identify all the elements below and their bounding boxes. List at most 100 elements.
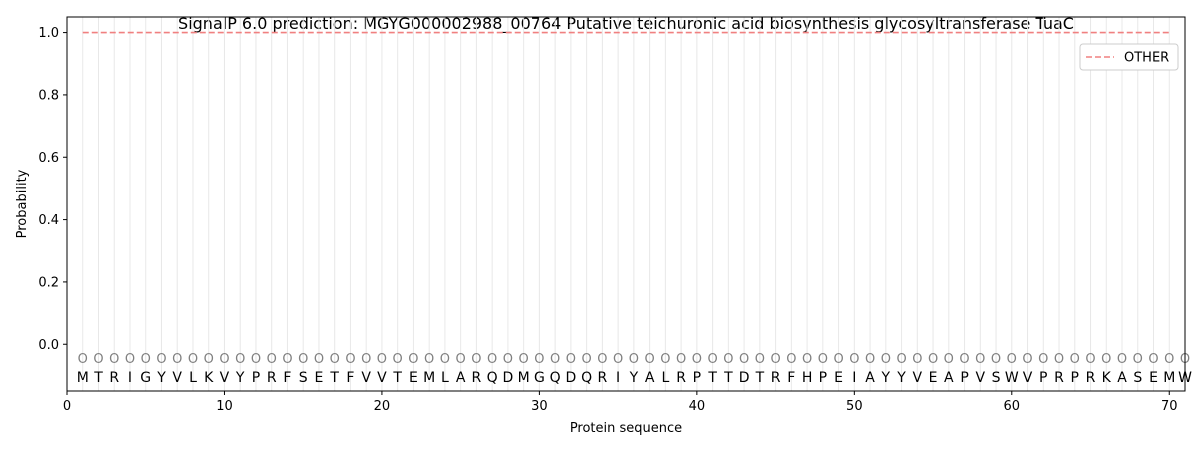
region-label-35: O: [613, 352, 623, 367]
residue-label-44: T: [755, 370, 765, 386]
residue-label-42: T: [723, 370, 733, 386]
region-label-62: O: [1038, 352, 1048, 367]
x-tick-label-50: 50: [846, 399, 863, 414]
residue-label-48: P: [819, 370, 827, 386]
region-label-55: O: [928, 352, 938, 367]
region-label-48: O: [818, 352, 828, 367]
x-tick-label-40: 40: [689, 399, 706, 414]
region-label-30: O: [534, 352, 544, 367]
residue-label-45: R: [771, 370, 781, 386]
residue-label-18: F: [346, 370, 354, 386]
region-label-69: O: [1148, 352, 1158, 367]
y-axis-label: Probability: [15, 169, 30, 238]
residue-label-31: Q: [550, 370, 561, 386]
residue-label-68: S: [1133, 370, 1142, 386]
residue-label-63: R: [1054, 370, 1064, 386]
region-label-9: O: [204, 352, 214, 367]
residue-label-8: L: [189, 370, 197, 386]
residue-label-65: R: [1086, 370, 1096, 386]
y-tick-label-4: 0.8: [38, 88, 59, 103]
residue-label-37: A: [645, 370, 655, 386]
legend-label-other: OTHER: [1124, 51, 1169, 66]
residue-label-56: A: [944, 370, 954, 386]
region-label-66: O: [1101, 352, 1111, 367]
region-label-25: O: [456, 352, 466, 367]
residue-label-26: R: [472, 370, 482, 386]
x-tick-label-30: 30: [531, 399, 548, 414]
region-label-27: O: [487, 352, 497, 367]
region-label-65: O: [1085, 352, 1095, 367]
residue-label-53: Y: [896, 370, 906, 386]
residue-label-58: V: [976, 370, 986, 386]
residue-label-21: T: [392, 370, 402, 386]
region-label-70: O: [1164, 352, 1174, 367]
x-tick-label-10: 10: [216, 399, 233, 414]
legend-box: [1079, 43, 1179, 71]
region-label-41: O: [707, 352, 717, 367]
region-label-53: O: [896, 352, 906, 367]
region-label-68: O: [1133, 352, 1143, 367]
region-label-50: O: [849, 352, 859, 367]
region-label-7: O: [172, 352, 182, 367]
residue-label-61: V: [1023, 370, 1033, 386]
region-label-56: O: [944, 352, 954, 367]
residue-label-54: V: [913, 370, 923, 386]
residue-label-5: G: [140, 370, 151, 386]
residue-label-38: L: [661, 370, 669, 386]
residue-label-23: M: [423, 370, 435, 386]
region-label-5: O: [141, 352, 151, 367]
residue-label-16: E: [315, 370, 324, 386]
y-tick-label-2: 0.4: [38, 213, 59, 228]
region-label-13: O: [267, 352, 277, 367]
residue-label-67: A: [1117, 370, 1127, 386]
region-label-19: O: [361, 352, 371, 367]
residue-label-12: P: [252, 370, 260, 386]
residue-label-20: V: [377, 370, 387, 386]
residue-label-46: F: [787, 370, 795, 386]
residue-label-41: T: [707, 370, 717, 386]
residue-label-29: M: [518, 370, 530, 386]
residue-label-43: D: [739, 370, 750, 386]
region-label-38: O: [660, 352, 670, 367]
residue-label-32: D: [565, 370, 576, 386]
residue-label-49: E: [834, 370, 843, 386]
residue-label-22: E: [409, 370, 418, 386]
region-label-58: O: [975, 352, 985, 367]
residue-label-64: P: [1071, 370, 1079, 386]
residue-label-7: V: [172, 370, 182, 386]
legend: OTHER: [1079, 43, 1179, 71]
x-axis-ticks: 0 10 20 30 40 50 60 70: [63, 391, 1178, 414]
residue-label-55: E: [929, 370, 938, 386]
region-label-45: O: [770, 352, 780, 367]
region-label-39: O: [676, 352, 686, 367]
y-tick-label-3: 0.6: [38, 151, 59, 166]
region-label-42: O: [723, 352, 733, 367]
residue-label-25: A: [456, 370, 466, 386]
region-label-17: O: [330, 352, 340, 367]
y-tick-label-5: 1.0: [38, 26, 59, 41]
residue-label-13: R: [267, 370, 277, 386]
region-label-47: O: [802, 352, 812, 367]
x-tick-label-20: 20: [374, 399, 391, 414]
region-label-59: O: [991, 352, 1001, 367]
region-label-16: O: [314, 352, 324, 367]
region-label-51: O: [865, 352, 875, 367]
residue-label-47: H: [802, 370, 813, 386]
region-label-4: O: [125, 352, 135, 367]
region-label-57: O: [959, 352, 969, 367]
region-label-22: O: [408, 352, 418, 367]
region-label-24: O: [440, 352, 450, 367]
region-label-26: O: [471, 352, 481, 367]
residue-label-14: F: [283, 370, 291, 386]
residue-label-36: Y: [629, 370, 639, 386]
residue-label-35: I: [616, 370, 620, 386]
x-tick-label-70: 70: [1161, 399, 1178, 414]
region-label-54: O: [912, 352, 922, 367]
region-label-28: O: [503, 352, 513, 367]
region-label-33: O: [582, 352, 592, 367]
x-axis-label: Protein sequence: [570, 421, 682, 436]
residue-label-24: L: [441, 370, 449, 386]
